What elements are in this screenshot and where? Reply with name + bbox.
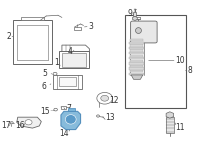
Bar	[130, 49, 143, 52]
Bar	[129, 67, 144, 70]
Text: 11: 11	[175, 123, 184, 132]
Ellipse shape	[136, 28, 141, 34]
Text: 16: 16	[15, 121, 25, 130]
Bar	[129, 42, 144, 44]
Circle shape	[10, 122, 13, 124]
Text: 15: 15	[40, 107, 50, 116]
Text: 7: 7	[66, 104, 71, 113]
Bar	[13, 20, 52, 64]
Bar	[133, 12, 136, 16]
Circle shape	[53, 72, 57, 75]
Bar	[129, 73, 144, 75]
Circle shape	[97, 92, 113, 104]
Text: 9: 9	[128, 9, 133, 18]
Bar	[130, 39, 143, 41]
Text: 8: 8	[187, 66, 192, 75]
Bar	[130, 44, 143, 47]
Bar	[53, 75, 82, 89]
Bar	[130, 55, 143, 57]
Text: 2: 2	[6, 32, 11, 41]
Bar	[130, 70, 143, 72]
Polygon shape	[131, 75, 143, 79]
Text: 6: 6	[42, 82, 47, 91]
Text: 3: 3	[88, 22, 93, 31]
Text: 13: 13	[105, 113, 114, 122]
Bar	[59, 77, 76, 86]
Bar	[129, 57, 144, 60]
Bar	[62, 53, 86, 66]
Text: 12: 12	[109, 96, 118, 105]
Bar	[21, 17, 44, 20]
Polygon shape	[62, 45, 89, 54]
Circle shape	[96, 115, 100, 117]
Bar	[129, 47, 144, 49]
Bar	[129, 62, 144, 65]
Bar	[130, 65, 143, 67]
Bar	[74, 27, 81, 30]
Polygon shape	[61, 111, 81, 130]
Bar	[61, 106, 66, 109]
Circle shape	[54, 108, 57, 111]
FancyBboxPatch shape	[131, 21, 157, 43]
Text: 5: 5	[42, 69, 47, 78]
Bar	[68, 108, 75, 111]
Bar	[125, 15, 186, 108]
Bar	[130, 60, 143, 62]
Text: 1: 1	[54, 58, 59, 67]
Circle shape	[25, 120, 32, 125]
Text: 4: 4	[68, 47, 73, 56]
Bar	[166, 117, 174, 133]
Circle shape	[101, 95, 109, 101]
Bar	[129, 52, 144, 54]
Polygon shape	[17, 117, 41, 128]
Text: 17: 17	[1, 121, 11, 130]
Ellipse shape	[65, 115, 76, 124]
Text: 10: 10	[175, 56, 185, 65]
Text: 14: 14	[60, 129, 69, 138]
Bar	[59, 51, 89, 68]
